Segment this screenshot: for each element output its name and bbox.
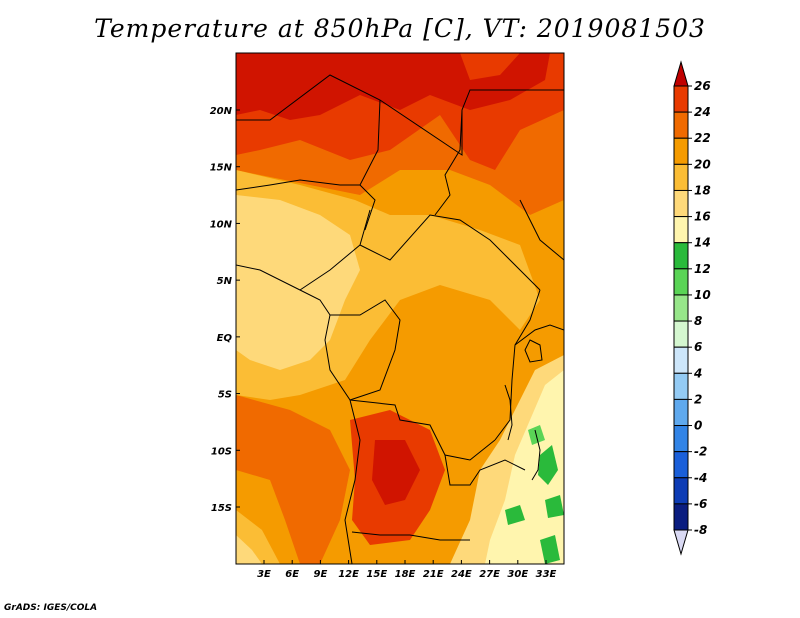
colorbar-swatch [673,294,689,322]
colorbar-label: -6 [694,497,707,511]
map-title: Temperature at 850hPa [C], VT: 201908150… [94,14,706,43]
colorbar-swatch [673,189,689,218]
latitude-axis: 20N 15N 10N 5N EQ 5S 10S 15S [210,106,240,514]
colorbar-label: 2 [694,392,702,406]
lat-tick-label: 5N [217,276,233,287]
colorbar-label: 16 [694,210,711,224]
credit-label: GrADS: IGES/COLA [4,603,98,613]
lat-tick-label: 20N [210,106,233,117]
colorbar-swatch [673,398,689,427]
colorbar-label: 10 [694,288,711,302]
lon-tick-label: 12E [338,569,359,580]
lon-tick-label: 27E [479,569,500,580]
field-band-16-sw [236,535,262,564]
lat-tick-label: 15N [210,163,233,174]
lat-tick-label: 5S [218,390,232,401]
border-drc-east [494,289,541,441]
colorbar-bottom-arrow [673,529,689,556]
colorbar-label: 14 [694,236,711,250]
colorbar-swatch [673,320,689,348]
field-band-26-south [372,440,420,505]
border-west-coast [236,264,361,564]
colorbar-top-arrow [673,60,689,87]
map-frame [235,52,565,565]
colorbar-label: -2 [694,445,707,459]
colorbar-swatch [673,477,689,505]
colorbar-swatch [673,216,689,244]
border-zambia [444,454,526,486]
colorbar-label: 8 [694,314,702,328]
field-band-16 [236,195,360,370]
border-congo [330,299,401,401]
temperature-field [236,53,564,564]
border-sahel-north [236,74,564,156]
lon-tick-label: 33E [536,569,557,580]
colorbar-label: -4 [694,471,707,485]
field-band-12-a [538,445,558,485]
field-band-14 [485,370,564,564]
colorbar-swatch [673,111,689,139]
colorbar-swatch [673,451,689,479]
lat-tick-label: 10S [211,446,232,457]
colorbar-label: 0 [694,419,702,433]
border-drc-south [349,399,496,461]
colorbar-label: 22 [694,131,711,145]
colorbar-swatch [673,503,689,531]
colorbar-label: 26 [694,79,711,93]
lon-tick-label: 21E [423,569,444,580]
colorbar-swatch [673,425,689,453]
colorbar-label: -8 [694,523,707,537]
field-band-12-c [540,535,560,564]
lon-tick-label: 15E [366,569,387,580]
border-malawi [531,429,541,481]
border-nigeria [236,179,360,191]
colorbar-label: 18 [694,183,711,197]
border-east-africa [514,324,564,346]
border-ethiopia [519,199,564,261]
lat-tick-label: 10N [210,219,233,230]
border-chad-sudan [434,109,463,216]
colorbar-swatch [673,346,689,374]
colorbar-label: 24 [694,105,711,119]
border-cameroon [299,209,371,291]
lon-tick-label: 30E [507,569,528,580]
colorbar-swatch [673,242,689,270]
lat-tick-label: EQ [217,333,233,344]
lon-tick-label: 6E [285,569,299,580]
colorbar-swatch [673,163,689,191]
border-angola-south [351,531,470,541]
field-band-26 [236,53,550,120]
border-lake-tanganyika [504,384,513,441]
colorbar-swatch [673,137,689,165]
field-band-12-b [545,495,564,518]
lon-tick-label: 3E [257,569,271,580]
colorbar-label: 6 [694,340,702,354]
longitude-axis: 3E 6E 9E 12E 15E 18E 21E 24E 27E 30E 33E [257,560,557,580]
field-band-12-d [505,505,525,525]
lon-tick-label: 9E [314,569,328,580]
colorbar-label: 4 [693,366,702,380]
lon-tick-label: 24E [451,569,472,580]
border-lake-victoria [524,339,543,363]
colorbar-swatch [673,85,689,113]
country-borders [236,74,564,564]
border-car [359,214,541,291]
colorbar-label: 20 [694,157,711,171]
lat-tick-label: 15S [211,503,232,514]
colorbar-swatch [673,268,689,296]
colorbar-swatch [673,372,689,400]
lon-tick-label: 18E [395,569,416,580]
colorbar-label: 12 [694,262,711,276]
